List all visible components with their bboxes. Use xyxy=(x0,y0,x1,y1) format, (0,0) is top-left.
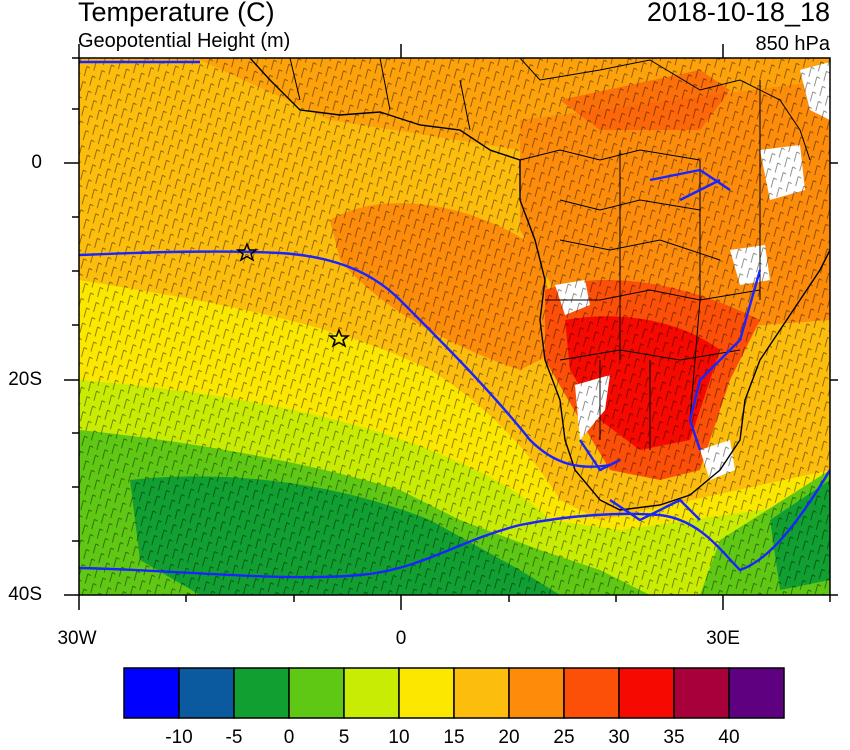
map-frame xyxy=(78,57,831,596)
colorbar-label: 40 xyxy=(718,727,740,748)
colorbar-swatch-10 xyxy=(673,667,730,719)
colorbar-swatch-7 xyxy=(508,667,565,719)
coastline xyxy=(249,58,830,511)
axis-ticks xyxy=(64,44,838,610)
colorbar-label: -5 xyxy=(225,727,243,748)
lat-label-40s: 40S xyxy=(8,584,42,605)
lat-label-20s: 20S xyxy=(8,369,42,390)
valid-time: 2018-10-18_18 xyxy=(646,0,830,27)
star-marker-2 xyxy=(327,328,351,348)
star-marker-1 xyxy=(235,242,259,262)
colorbar-swatch-3 xyxy=(288,667,345,719)
temperature-field xyxy=(79,58,830,595)
colorbar-swatch-2 xyxy=(233,667,290,719)
colorbar-label: 20 xyxy=(498,727,520,748)
colorbar-label: 0 xyxy=(283,727,295,748)
plot-title: Temperature (C) xyxy=(78,0,275,27)
colorbar-label: 25 xyxy=(553,727,575,748)
colorbar-label: 35 xyxy=(663,727,685,748)
pressure-level: 850 hPa xyxy=(755,33,830,55)
lon-label-30w: 30W xyxy=(57,628,97,649)
colorbar-swatch-0 xyxy=(123,667,180,719)
colorbar xyxy=(123,667,785,719)
colorbar-label: 15 xyxy=(443,727,465,748)
colorbar-swatch-4 xyxy=(343,667,400,719)
colorbar-swatch-8 xyxy=(563,667,620,719)
colorbar-label: -10 xyxy=(165,727,193,748)
colorbar-swatch-6 xyxy=(453,667,510,719)
colorbar-swatch-9 xyxy=(618,667,675,719)
colorbar-label: 5 xyxy=(338,727,350,748)
colorbar-swatch-1 xyxy=(178,667,235,719)
plot-subtitle: Geopotential Height (m) xyxy=(78,30,291,52)
colorbar-swatch-5 xyxy=(398,667,455,719)
height-contours xyxy=(79,60,830,579)
colorbar-label: 30 xyxy=(608,727,630,748)
lat-label-0: 0 xyxy=(31,152,42,173)
colorbar-label: 10 xyxy=(388,727,410,748)
lon-label-30e: 30E xyxy=(706,628,740,649)
colorbar-swatch-11 xyxy=(728,667,785,719)
lon-label-0: 0 xyxy=(395,628,407,649)
